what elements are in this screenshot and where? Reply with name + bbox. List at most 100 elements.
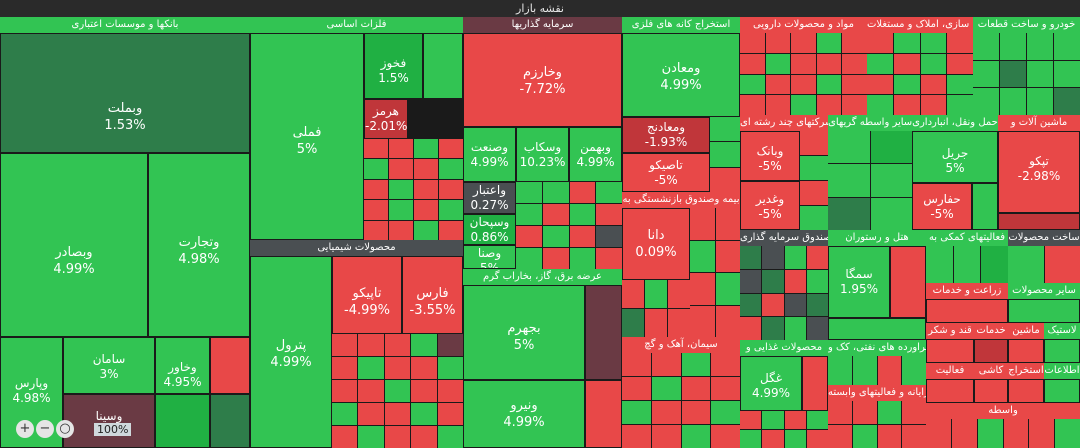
stock-vsina[interactable]: وسینا <box>63 394 155 448</box>
sector-header: بانکها و موسسات اعتباری <box>0 17 250 33</box>
stock-vsanat[interactable]: وصنعت 4.99% <box>463 127 516 182</box>
sector-activities[interactable]: فعالیت <box>926 363 974 403</box>
sector-hotel[interactable]: هتل و رستوران سمگا 1.95% <box>828 230 926 340</box>
stock-utility-small[interactable] <box>585 285 622 380</box>
stock-vnirou[interactable]: ونیرو 4.99% <box>463 380 585 448</box>
sector-chemical[interactable]: محصولات شیمیایی پترول 4.99% تاپیکو -4.99% … <box>250 240 463 448</box>
stock-sugar-small[interactable] <box>926 339 974 363</box>
stock-danakh[interactable]: دانا 0.09% <box>622 208 690 280</box>
sector-machinery[interactable]: ماشین آلات و تپکو -2.98% <box>998 115 1080 230</box>
stock-hafars[interactable]: حفارس -5% <box>912 183 972 230</box>
sector-utilities[interactable]: عرضه برق، گاز، بخاراب گرم بجهرم 5% ونیرو 4… <box>463 269 622 448</box>
sector-services[interactable]: خدمات <box>974 323 1008 363</box>
stock-petrol[interactable]: پترول 4.99% <box>250 256 332 448</box>
stock-vkharazm[interactable]: وخارزم -7.72% <box>463 33 622 127</box>
stock-activities-small[interactable] <box>926 379 974 403</box>
stock-vmaadanj[interactable]: ومعادنج -1.93% <box>622 117 710 153</box>
sector-header: شرکتهای چند رشته ای <box>740 115 828 131</box>
zoom-out-icon[interactable]: − <box>36 420 54 438</box>
stock-fakhouz[interactable]: فخوز 1.5% <box>364 33 423 99</box>
stock-vbsader[interactable]: وبصادر 4.99% <box>0 153 148 337</box>
stock-hormoz[interactable]: هرمز -2.01% <box>364 99 408 139</box>
sector-header: محصولات غذایی و <box>740 340 828 356</box>
stock-utility-small-2[interactable] <box>585 380 622 448</box>
sector-header: استخراج کانه های فلزی <box>622 17 740 33</box>
stock-extraction-small[interactable] <box>1008 379 1044 403</box>
sector-computer[interactable]: رایانه و فعالیتهای وابسته <box>828 385 926 448</box>
sector-other-mining[interactable]: سایر محصولات <box>1008 283 1080 323</box>
reset-zoom-icon[interactable]: ○ <box>56 420 74 438</box>
stock-food-small[interactable] <box>802 356 828 411</box>
sector-info[interactable]: اطلاعات <box>1044 363 1080 403</box>
sector-machine[interactable]: ماشین <box>1008 323 1044 363</box>
stock-fars[interactable]: فارس -3.55% <box>402 256 463 334</box>
sector-financial-inter[interactable]: سایر واسطه گریهای <box>828 115 912 230</box>
investment-small-cells <box>516 182 622 269</box>
stock-semga[interactable]: سمگا 1.95% <box>828 246 890 318</box>
sector-oil[interactable]: فراورده های نفتی، کک و <box>828 340 926 385</box>
stock-small-dark[interactable] <box>210 394 250 448</box>
sector-tile[interactable]: کاشی <box>974 363 1008 403</box>
stock-hotel-small[interactable] <box>890 246 926 318</box>
stock-bajahrom[interactable]: بجهرم 5% <box>463 285 585 380</box>
sector-header: ماشین آلات و <box>998 115 1080 131</box>
sector-header: محصولات شیمیایی <box>250 240 463 256</box>
sector-header: فعالیت <box>926 363 974 379</box>
stock-other-mining-small[interactable] <box>1008 299 1080 323</box>
sector-investment[interactable]: سرمایه گذاریها وخارزم -7.72% وصنعت 4.99% و… <box>463 17 622 269</box>
stock-vtejarat[interactable]: وتجارت 4.98% <box>148 153 250 337</box>
stock-services-small[interactable] <box>974 339 1008 363</box>
stock-vetebar[interactable]: واعتبار 0.27% <box>463 182 516 214</box>
sector-extraction[interactable]: استخراج <box>1008 363 1044 403</box>
sector-pharma[interactable]: مواد و محصولات دارویی <box>740 17 867 115</box>
stock-tapico[interactable]: تاپیکو -4.99% <box>332 256 402 334</box>
auto-cells <box>973 33 1080 115</box>
stock-small-red[interactable] <box>210 337 250 394</box>
sector-other-products[interactable]: ساخت محصولات <box>1008 230 1080 283</box>
stock-transport-small[interactable] <box>972 183 998 230</box>
stock-tile-small[interactable] <box>974 379 1008 403</box>
sector-plastic[interactable]: لاستیک <box>1044 323 1080 363</box>
stock-vkhavar[interactable]: وخاور 4.95% <box>155 337 210 394</box>
stock-tapisco[interactable]: تاصیکو -5% <box>622 153 710 192</box>
sector-intermediate[interactable]: واسطه <box>926 403 1080 448</box>
stock-metal-small[interactable] <box>423 33 463 99</box>
stock-vsakab[interactable]: وسکاب 10.23% <box>516 127 569 182</box>
stock-jeryal[interactable]: جریل 5% <box>912 131 998 183</box>
stock-vmaaden[interactable]: ومعادن 4.99% <box>622 33 740 117</box>
stock-small-green[interactable] <box>155 394 210 448</box>
sector-metals[interactable]: فلزات اساسی فملی 5% فخوز 1.5% هرمز -2.01% <box>250 17 463 240</box>
stock-agri-small[interactable] <box>926 299 1008 323</box>
sector-fund[interactable]: صندوق سرمایه گذاری <box>740 230 828 340</box>
stock-fameli[interactable]: فملی 5% <box>250 33 364 240</box>
stock-vsana[interactable]: وصنا 5% <box>463 245 516 269</box>
stock-ghgol[interactable]: غگل 4.99% <box>740 356 802 411</box>
stock-vsipehan[interactable]: وسپحان 0.86% <box>463 214 516 245</box>
stock-vbank[interactable]: وبانک -5% <box>740 131 800 181</box>
sector-auto[interactable]: خودرو و ساخت قطعات <box>973 17 1080 115</box>
zoom-in-icon[interactable]: + <box>16 420 34 438</box>
sector-food[interactable]: محصولات غذایی و غگل 4.99% <box>740 340 828 448</box>
sector-cement[interactable]: سیمان، آهک و گچ <box>622 337 740 448</box>
zoom-controls: + − ○ 100% <box>16 418 132 440</box>
sector-aux-fin[interactable]: فعالیتهای کمکی به <box>926 230 1008 283</box>
sector-sugar[interactable]: قند و شکر <box>926 323 974 363</box>
sector-transport[interactable]: حمل ونقل، انبارداری جریل 5% حفارس -5% <box>912 115 998 230</box>
stock-saman[interactable]: سامان 3% <box>63 337 155 394</box>
stock-info-small[interactable] <box>1044 379 1080 403</box>
stock-vbmellat[interactable]: وبملت 1.53% <box>0 33 250 153</box>
sector-banks[interactable]: بانکها و موسسات اعتباری وبملت 1.53% وبصاد… <box>0 17 250 448</box>
stock-vghadir[interactable]: وغدیر -5% <box>740 181 800 230</box>
stock-machinery-small[interactable] <box>998 213 1080 230</box>
sector-mining[interactable]: استخراج کانه های فلزی ومعادن 4.99% ومعادن… <box>622 17 740 192</box>
sector-mass[interactable]: انبوه سازی، املاک و مستغلات <box>867 17 973 115</box>
sector-agri[interactable]: زراعت و خدمات <box>926 283 1008 323</box>
sector-insurance[interactable]: بیمه وصندوق بازنشستگی به دانا 0.09% <box>622 192 740 337</box>
stock-tapco[interactable]: تپکو -2.98% <box>998 131 1080 213</box>
stock-vbahman[interactable]: وبهمن 4.99% <box>569 127 622 182</box>
stock-hotel-small-2[interactable] <box>828 318 926 340</box>
sector-multi[interactable]: شرکتهای چند رشته ای وبانک -5% وغدیر -5% <box>740 115 828 230</box>
map-title: نقشه بازار <box>0 0 1080 17</box>
stock-machine-small[interactable] <box>1008 339 1044 363</box>
stock-plastic-small[interactable] <box>1044 339 1080 363</box>
